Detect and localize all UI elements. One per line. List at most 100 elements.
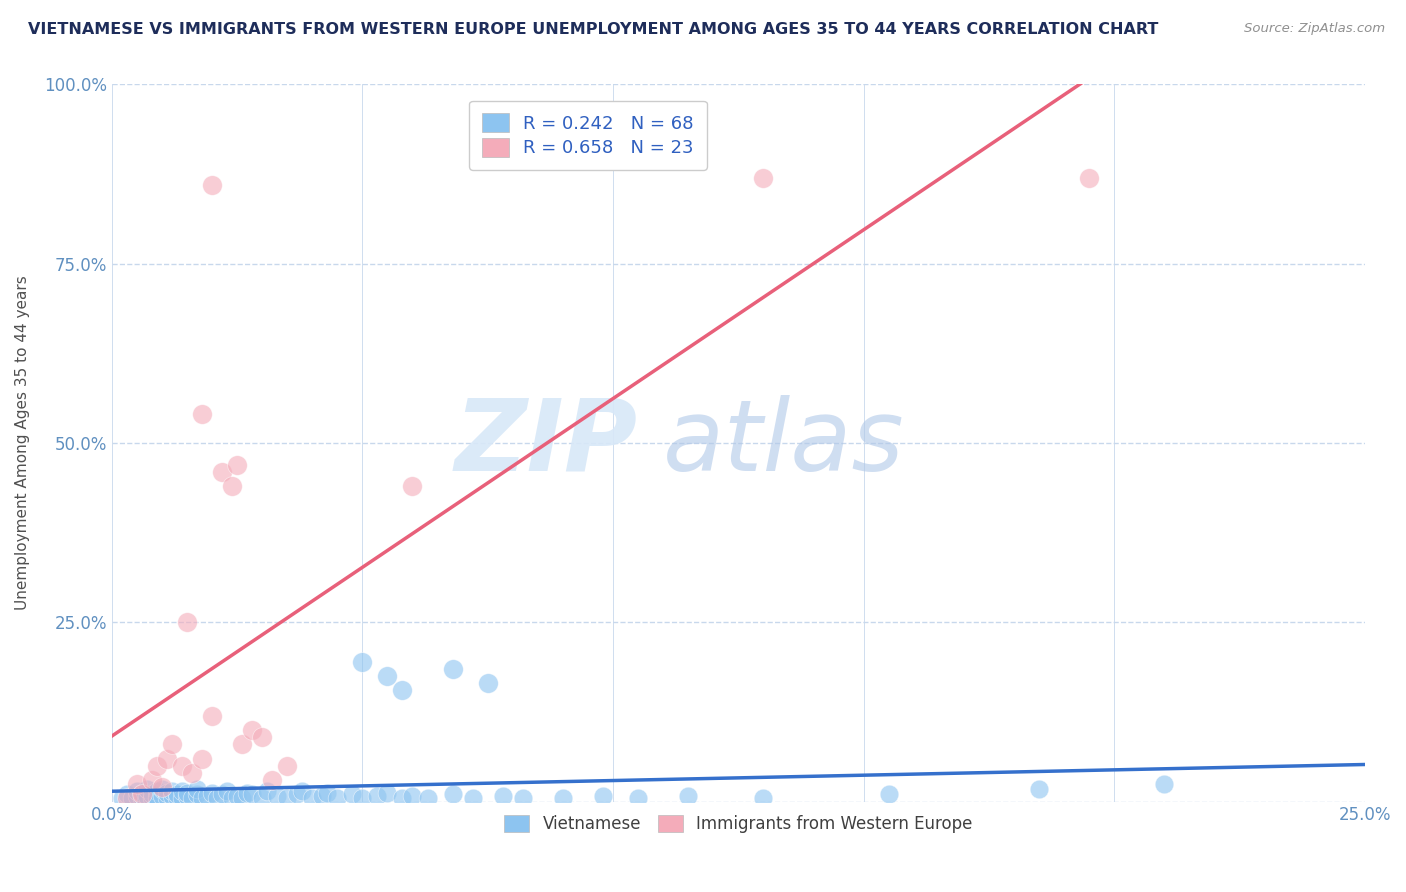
Point — [301, 791, 323, 805]
Point — [176, 789, 198, 803]
Point — [201, 708, 224, 723]
Point — [461, 791, 484, 805]
Point — [352, 791, 374, 805]
Point — [221, 479, 243, 493]
Point — [226, 458, 249, 472]
Point — [366, 789, 388, 803]
Point — [752, 170, 775, 185]
Point — [342, 788, 364, 802]
Point — [211, 465, 233, 479]
Point — [181, 765, 204, 780]
Point — [285, 788, 308, 802]
Text: VIETNAMESE VS IMMIGRANTS FROM WESTERN EUROPE UNEMPLOYMENT AMONG AGES 35 TO 44 YE: VIETNAMESE VS IMMIGRANTS FROM WESTERN EU… — [28, 22, 1159, 37]
Point — [191, 407, 214, 421]
Point — [121, 791, 143, 805]
Point — [401, 479, 423, 493]
Point — [160, 784, 183, 798]
Point — [311, 789, 333, 803]
Point — [592, 789, 614, 803]
Point — [201, 786, 224, 800]
Point — [250, 791, 273, 805]
Point — [191, 791, 214, 805]
Point — [160, 789, 183, 803]
Text: Source: ZipAtlas.com: Source: ZipAtlas.com — [1244, 22, 1385, 36]
Point — [176, 615, 198, 630]
Point — [256, 784, 278, 798]
Point — [752, 791, 775, 805]
Point — [166, 788, 188, 802]
Point — [416, 791, 439, 805]
Point — [231, 791, 253, 805]
Point — [156, 751, 179, 765]
Point — [221, 791, 243, 805]
Point — [250, 730, 273, 744]
Point — [401, 789, 423, 803]
Point — [170, 791, 193, 805]
Point — [186, 788, 208, 802]
Point — [276, 758, 298, 772]
Point — [166, 791, 188, 805]
Point — [441, 788, 464, 802]
Point — [156, 791, 179, 805]
Point — [170, 758, 193, 772]
Point — [1153, 777, 1175, 791]
Point — [201, 178, 224, 192]
Point — [141, 788, 163, 802]
Point — [377, 669, 399, 683]
Point — [131, 788, 153, 802]
Point — [266, 789, 288, 803]
Point — [131, 786, 153, 800]
Point — [240, 788, 263, 802]
Point — [326, 791, 349, 805]
Point — [215, 784, 238, 798]
Point — [1028, 781, 1050, 796]
Point — [262, 773, 284, 788]
Point — [441, 662, 464, 676]
Point — [391, 791, 413, 805]
Point — [135, 781, 157, 796]
Point — [512, 791, 534, 805]
Text: ZIP: ZIP — [456, 394, 638, 491]
Point — [176, 786, 198, 800]
Point — [236, 786, 259, 800]
Point — [276, 791, 298, 805]
Point — [125, 777, 148, 791]
Point — [135, 789, 157, 803]
Point — [195, 789, 218, 803]
Point — [551, 791, 574, 805]
Point — [1078, 170, 1101, 185]
Point — [150, 789, 173, 803]
Point — [186, 781, 208, 796]
Point — [160, 737, 183, 751]
Point — [627, 791, 650, 805]
Point — [477, 676, 499, 690]
Point — [352, 655, 374, 669]
Point — [146, 784, 169, 798]
Point — [170, 784, 193, 798]
Point — [150, 780, 173, 795]
Point — [125, 784, 148, 798]
Point — [211, 788, 233, 802]
Point — [291, 784, 314, 798]
Point — [115, 788, 138, 802]
Point — [391, 683, 413, 698]
Point — [146, 758, 169, 772]
Point — [316, 786, 339, 800]
Point — [877, 788, 900, 802]
Point — [141, 791, 163, 805]
Point — [156, 786, 179, 800]
Point — [111, 791, 134, 805]
Text: atlas: atlas — [664, 394, 904, 491]
Point — [131, 791, 153, 805]
Point — [226, 789, 249, 803]
Point — [191, 751, 214, 765]
Point — [115, 791, 138, 805]
Point — [492, 789, 515, 803]
Point — [205, 791, 228, 805]
Point — [676, 789, 699, 803]
Point — [141, 773, 163, 788]
Point — [146, 791, 169, 805]
Point — [377, 786, 399, 800]
Point — [150, 781, 173, 796]
Point — [240, 723, 263, 737]
